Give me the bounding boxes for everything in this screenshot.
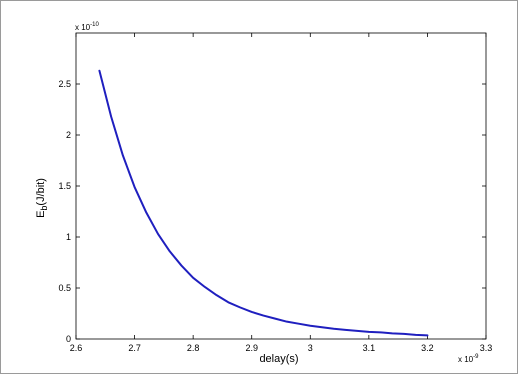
- x-multiplier-exponent: -9: [473, 354, 479, 360]
- x-multiplier-label: x 10-9: [458, 354, 479, 364]
- y-tick-label: 2.5: [58, 79, 71, 89]
- y-multiplier-base: x 10: [75, 23, 91, 32]
- x-tick-label: 2.6: [70, 343, 83, 353]
- plot-area: [75, 32, 487, 340]
- series-group: [98, 69, 429, 337]
- x-axis-title: delay(s): [259, 353, 298, 365]
- y-tick-label: 1.5: [58, 181, 71, 191]
- tick-group: 2.6 2.7 2.8 2.9 3 3.1 3.2 3.3 0 0.5 1 1.5 2 2.5: [58, 33, 492, 353]
- y-axis-title-subscript: b: [39, 206, 49, 211]
- x-tick-label: 3.2: [421, 343, 434, 353]
- x-tick-label: 3: [308, 343, 313, 353]
- x-tick-label: 3.1: [363, 343, 376, 353]
- y-tick-label: 0: [66, 334, 71, 344]
- series-line: [98, 69, 429, 337]
- y-axis-title-main: E: [35, 211, 47, 218]
- x-tick-label: 3.3: [480, 343, 493, 353]
- x-multiplier-base: x 10: [458, 355, 474, 364]
- y-multiplier-exponent: -10: [90, 22, 99, 28]
- y-tick-label: 0.5: [58, 283, 71, 293]
- y-axis-title: Eb(J/bit): [35, 178, 49, 218]
- x-tick-label: 2.7: [128, 343, 141, 353]
- y-tick-label: 2: [66, 130, 71, 140]
- y-multiplier-label: x 10-10: [75, 22, 99, 32]
- y-axis-title-unit: (J/bit): [35, 178, 47, 206]
- x-tick-label: 2.8: [187, 343, 200, 353]
- y-tick-label: 1: [66, 232, 71, 242]
- x-tick-label: 2.9: [245, 343, 258, 353]
